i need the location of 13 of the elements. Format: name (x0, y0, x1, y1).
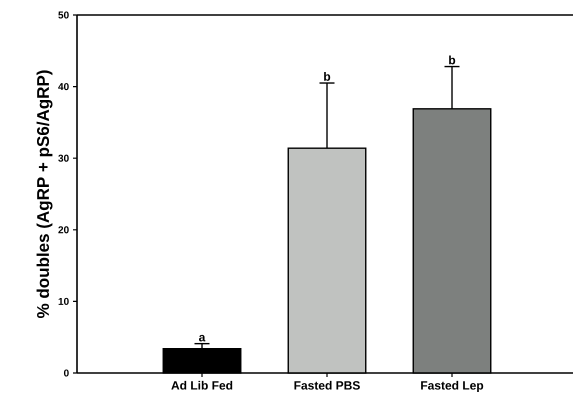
annotation: b (449, 56, 456, 64)
y-axis-title: % doubles (AgRP + pS6/AgRP) (36, 70, 52, 318)
y-tick-label: 10 (58, 298, 69, 305)
annotation: a (199, 334, 206, 342)
y-tick-label: 20 (58, 226, 69, 234)
x-tick-label: Ad Lib Fed (171, 380, 232, 390)
y-tick-label: 30 (58, 154, 69, 162)
y-tick-label: 50 (58, 11, 69, 19)
y-tick-label: 0 (64, 369, 69, 377)
x-tick-label: Fasted PBS (294, 380, 360, 390)
x-tick-label: Fasted Lep (421, 380, 484, 392)
annotation: b (324, 72, 330, 81)
y-tick-label: 40 (58, 83, 69, 90)
